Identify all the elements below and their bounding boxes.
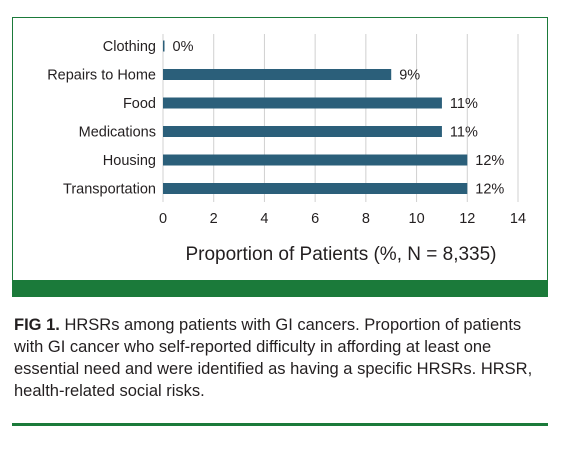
caption-text: HRSRs among patients with GI cancers. Pr… [14,316,533,400]
category-label: Repairs to Home [47,68,156,84]
x-tick-label: 2 [210,211,218,227]
caption-divider [12,423,548,426]
figure-footer-band [12,280,548,297]
x-tick-label: 4 [260,211,268,227]
x-tick-label: 0 [159,211,167,227]
bars [163,40,468,194]
x-tick-labels: 0 2 4 6 8 10 12 14 [159,211,526,227]
category-label: Housing [103,153,156,169]
bar [163,126,442,137]
category-label: Transportation [63,182,156,198]
x-tick-label: 10 [409,211,425,227]
x-axis-title: Proportion of Patients (%, N = 8,335) [185,244,496,265]
bar [163,69,392,80]
figure-label: FIG 1. [14,316,60,334]
data-label: 12% [475,153,504,169]
figure-caption: FIG 1. HRSRs among patients with GI canc… [14,314,548,402]
bar [163,97,442,109]
x-tick-label: 12 [459,211,475,227]
bar-chart: Clothing Repairs to Home Food Medications Ho… [47,34,526,265]
bar [163,40,165,52]
data-label: 11% [450,96,478,112]
data-label: 12% [475,182,504,198]
bar [163,183,468,194]
data-labels: 0% 9% 11% 11% 12% 12% [173,39,505,198]
data-label: 11% [450,125,478,141]
bar [163,154,468,166]
data-label: 9% [399,68,420,84]
gridlines [162,34,519,202]
x-tick-label: 6 [311,211,319,227]
category-label: Food [123,96,156,112]
category-label: Clothing [103,39,156,55]
category-label: Medications [79,125,156,141]
x-tick-label: 14 [510,211,526,227]
category-labels: Clothing Repairs to Home Food Medications Ho… [47,39,156,198]
x-tick-label: 8 [362,211,370,227]
data-label: 0% [173,39,194,55]
